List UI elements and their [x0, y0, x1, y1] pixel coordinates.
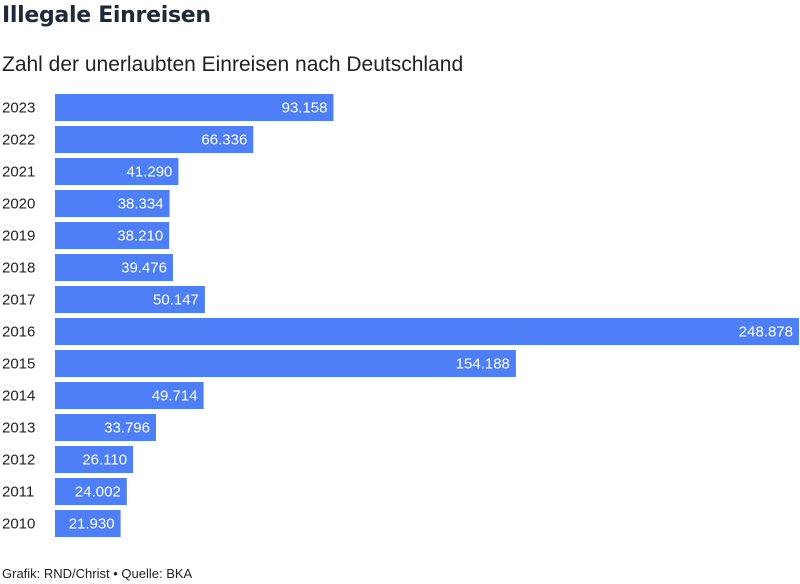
value-label-2023: 93.158: [282, 100, 328, 117]
bar-2010: [55, 510, 121, 537]
category-label-2010: 2010: [2, 516, 35, 533]
value-label-2022: 66.336: [201, 132, 247, 149]
bar-2014: [55, 382, 204, 409]
bar-2022: [55, 126, 254, 153]
category-label-2017: 2017: [2, 292, 35, 309]
category-label-2014: 2014: [2, 388, 35, 405]
value-label-2019: 38.210: [117, 228, 163, 245]
category-label-2020: 2020: [2, 196, 35, 213]
bar-2012: [55, 446, 134, 473]
category-label-2012: 2012: [2, 452, 35, 469]
chart-title: Illegale Einreisen: [2, 3, 211, 28]
bar-2011: [55, 478, 127, 505]
bar-2020: [55, 190, 170, 217]
value-label-2020: 38.334: [118, 196, 164, 213]
category-label-2023: 2023: [2, 100, 35, 117]
category-label-2011: 2011: [2, 484, 34, 501]
value-label-2011: 24.002: [75, 484, 121, 501]
bar-2017: [55, 286, 205, 313]
chart-subtitle: Zahl der unerlaubten Einreisen nach Deut…: [2, 53, 464, 76]
bar-2021: [55, 158, 179, 185]
value-label-2021: 41.290: [127, 164, 173, 181]
bar-2015: [55, 350, 516, 377]
category-label-2022: 2022: [2, 132, 35, 149]
value-label-2015: 154.188: [456, 356, 510, 373]
value-label-2010: 21.930: [69, 516, 115, 533]
bar-2016: [55, 318, 799, 345]
category-label-2016: 2016: [2, 324, 35, 341]
value-label-2013: 33.796: [104, 420, 150, 437]
value-label-2014: 49.714: [152, 388, 198, 405]
bar-2023: [55, 94, 334, 121]
category-label-2021: 2021: [2, 164, 35, 181]
value-label-2018: 39.476: [121, 260, 167, 277]
category-label-2019: 2019: [2, 228, 35, 245]
source-footer: Grafik: RND/Christ • Quelle: BKA: [2, 566, 193, 581]
value-label-2016: 248.878: [739, 324, 793, 341]
bar-2018: [55, 254, 173, 281]
category-label-2018: 2018: [2, 260, 35, 277]
bar-2019: [55, 222, 170, 249]
category-label-2013: 2013: [2, 420, 35, 437]
value-label-2017: 50.147: [153, 292, 199, 309]
bar-2013: [55, 414, 156, 441]
value-label-2012: 26.110: [82, 452, 127, 469]
category-label-2015: 2015: [2, 356, 35, 373]
